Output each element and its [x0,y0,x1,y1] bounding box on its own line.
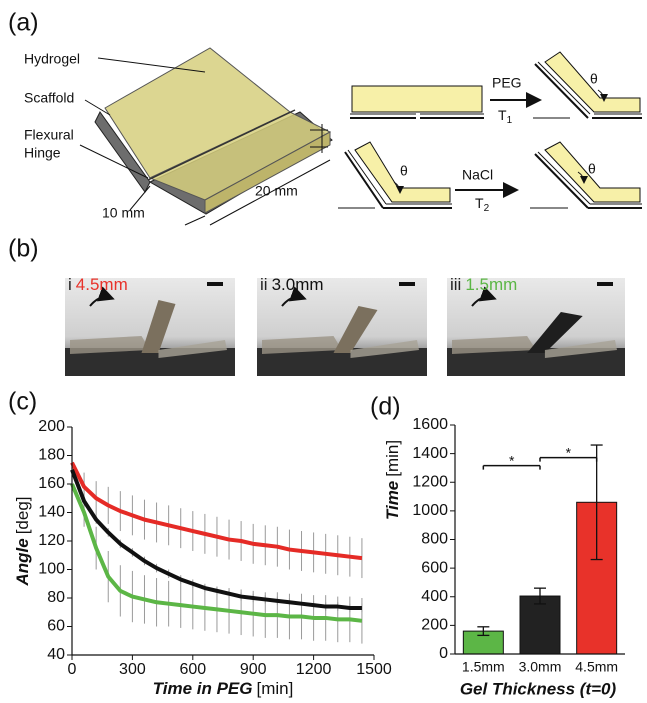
thickness: 3.0mm [272,275,324,294]
label: θ [400,163,408,179]
scale-bar [399,282,415,286]
axis-unit: [min] [256,679,293,698]
x-axis-label: Time in PEG[min] [153,679,294,698]
x-tick-label: 1.5mm [462,659,505,675]
y-tick-label: 400 [421,588,448,605]
y-tick-label: 60 [47,618,65,635]
y-axis-label: Time [min] [383,440,402,520]
x-tick-label: 300 [119,661,146,678]
photo-index: i [68,275,72,294]
y-tick-label: 200 [421,617,448,634]
y-tick-label: 100 [38,561,65,578]
scale-bar [597,282,613,286]
bar [520,596,560,654]
significance: * [566,444,572,460]
label: θ [588,161,596,177]
thickness: 1.5mm [465,275,517,294]
photo-label: iii 1.5mm [450,275,517,294]
y-tick-label: 1000 [412,502,448,519]
panel-label: (c) [8,388,37,416]
panel-label: (a) [8,9,39,37]
x-tick-label: 4.5mm [575,659,618,675]
label: Flexural [24,127,74,143]
axis-label: Time in PEG [153,679,253,698]
figure: (a) (b) (c) (d) Hydrogel Scaffold Flexur… [0,0,647,703]
label: NaCl [462,167,493,183]
y-tick-label: 800 [421,531,448,548]
y-tick-label: 1600 [412,416,448,433]
x-tick-label: 3.0mm [519,659,562,675]
label: 20 mm [255,183,298,199]
x-tick-label: 1500 [356,661,392,678]
y-tick-label: 1200 [412,473,448,490]
thickness: 4.5mm [76,275,128,294]
y-tick-label: 200 [38,418,65,435]
y-tick-label: 120 [38,532,65,549]
significance: * [509,452,515,468]
label: Hydrogel [24,51,80,67]
y-tick-label: 1400 [412,445,448,462]
y-tick-label: 80 [47,589,65,606]
label: T2 [475,195,490,214]
photo-index: iii [450,275,461,294]
label: 10 mm [102,205,145,221]
label: Scaffold [24,90,74,106]
label: PEG [492,75,522,91]
x-tick-label: 0 [68,661,77,678]
y-tick-label: 140 [38,504,65,521]
y-tick-label: 600 [421,559,448,576]
axis-label: Angle [13,538,32,586]
panel-label: (b) [8,235,39,263]
label: Hinge [24,145,61,161]
y-tick-label: 180 [38,447,65,464]
x-tick-label: 900 [240,661,267,678]
x-tick-label: 1200 [296,661,332,678]
scale-bar [207,282,223,286]
x-tick-label: 600 [179,661,206,678]
panel-label: (d) [370,393,401,421]
x-axis-label: Gel Thickness (t=0) [460,679,617,698]
y-tick-label: 0 [439,645,448,662]
y-tick-label: 160 [38,475,65,492]
axis-unit: [min] [383,440,402,477]
label: θ [590,71,598,87]
axis-unit: [deg] [13,496,32,534]
axis-label: Time [383,481,402,520]
y-axis-label: Angle [deg] [13,496,32,586]
charts: 40 60 80 100 120 140 160 180 200 0 300 600 900 1200 15… [13,416,625,698]
photo-index: ii [260,275,268,294]
label: T1 [498,107,513,126]
y-tick-label: 40 [47,646,65,663]
